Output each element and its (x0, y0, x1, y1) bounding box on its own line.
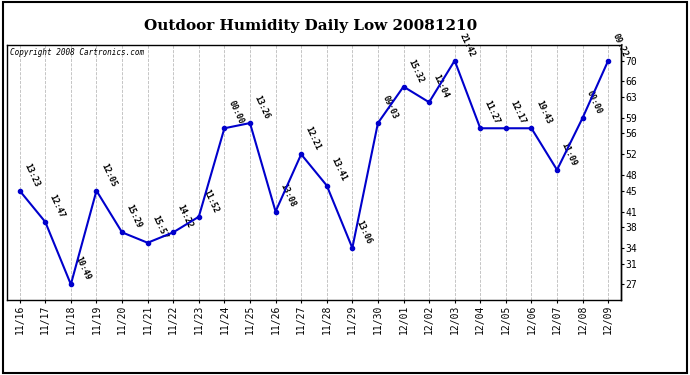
Text: 12:17: 12:17 (509, 99, 527, 126)
Text: 15:57: 15:57 (150, 214, 169, 240)
Text: 15:29: 15:29 (125, 203, 144, 230)
Text: 11:27: 11:27 (483, 99, 502, 126)
Text: 21:42: 21:42 (457, 32, 476, 58)
Text: Copyright 2008 Cartronics.com: Copyright 2008 Cartronics.com (10, 48, 144, 57)
Text: 12:04: 12:04 (432, 73, 451, 100)
Text: 13:26: 13:26 (253, 94, 271, 120)
Text: 11:09: 11:09 (560, 141, 578, 167)
Text: 13:23: 13:23 (22, 162, 41, 188)
Text: 00:00: 00:00 (585, 89, 604, 115)
Text: 15:32: 15:32 (406, 58, 425, 84)
Text: 00:00: 00:00 (227, 99, 246, 126)
Text: 12:05: 12:05 (99, 162, 118, 188)
Text: 14:22: 14:22 (176, 203, 195, 230)
Text: 10:49: 10:49 (73, 255, 92, 282)
Text: 12:47: 12:47 (48, 193, 66, 219)
Text: 11:52: 11:52 (201, 188, 220, 214)
Text: 13:08: 13:08 (278, 183, 297, 209)
Text: Outdoor Humidity Daily Low 20081210: Outdoor Humidity Daily Low 20081210 (144, 19, 477, 33)
Text: 09:22: 09:22 (611, 32, 629, 58)
Text: 09:03: 09:03 (380, 94, 400, 120)
Text: 13:06: 13:06 (355, 219, 373, 245)
Text: 19:43: 19:43 (534, 99, 553, 126)
Text: 12:21: 12:21 (304, 125, 322, 152)
Text: 13:41: 13:41 (329, 156, 348, 183)
